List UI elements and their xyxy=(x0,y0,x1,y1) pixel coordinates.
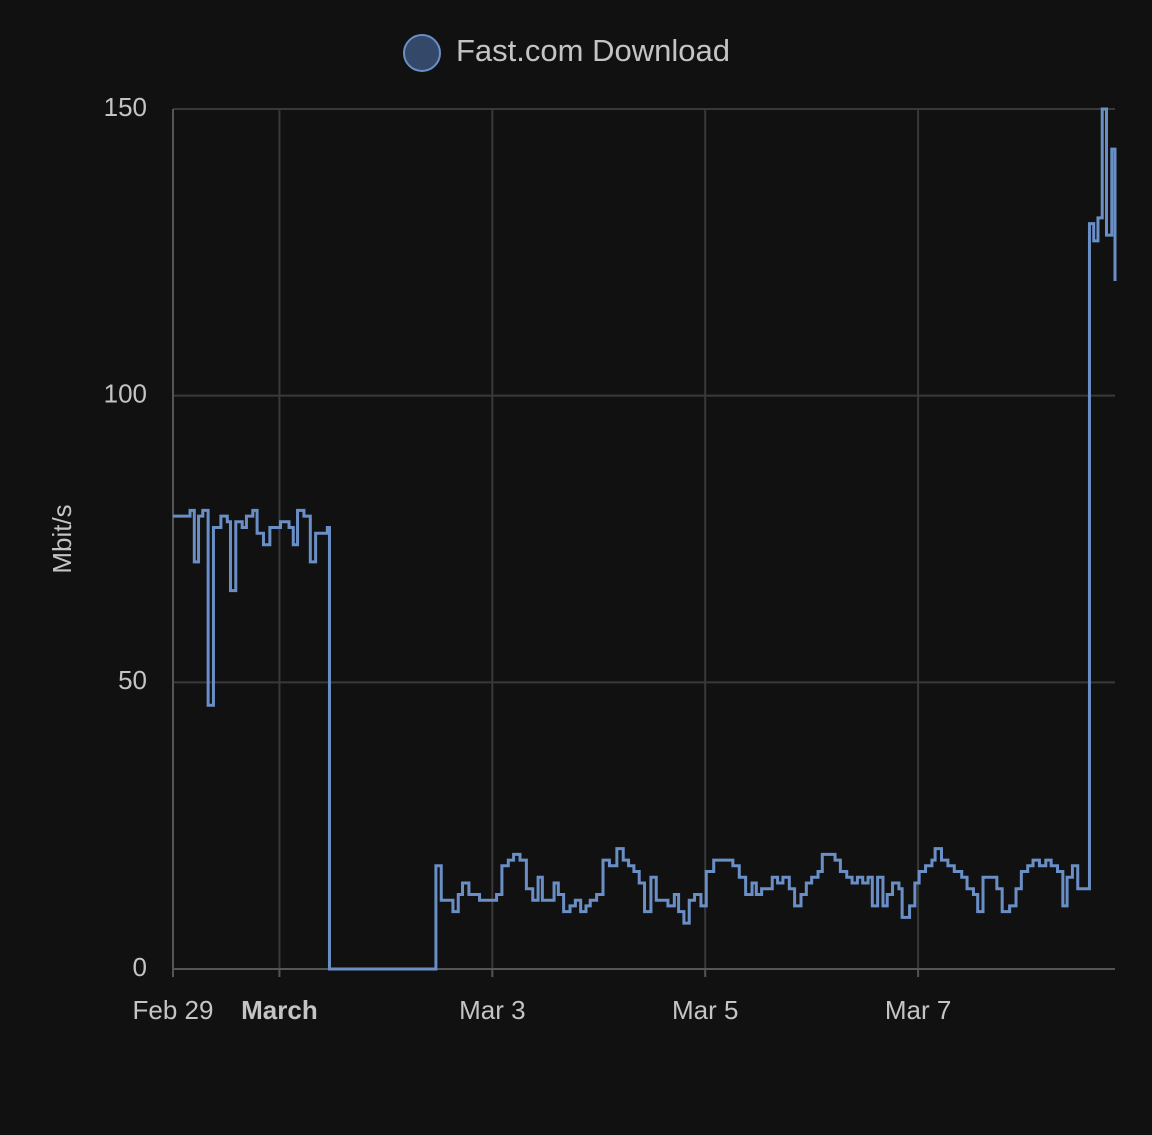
y-axis-label: Mbit/s xyxy=(47,504,77,573)
x-tick-label: Mar 5 xyxy=(672,995,738,1025)
data-line xyxy=(173,107,1117,971)
legend-label[interactable]: Fast.com Download xyxy=(456,33,730,68)
y-tick-label: 50 xyxy=(118,665,147,695)
y-tick-label: 100 xyxy=(104,379,147,409)
y-tick-label: 0 xyxy=(133,952,147,982)
y-tick-label: 150 xyxy=(104,92,147,122)
legend-swatch[interactable] xyxy=(403,34,441,72)
x-tick-label: Mar 3 xyxy=(459,995,525,1025)
x-tick-label: Feb 29 xyxy=(133,995,214,1025)
x-tick-label: March xyxy=(241,995,318,1025)
x-tick-label: Mar 7 xyxy=(885,995,951,1025)
